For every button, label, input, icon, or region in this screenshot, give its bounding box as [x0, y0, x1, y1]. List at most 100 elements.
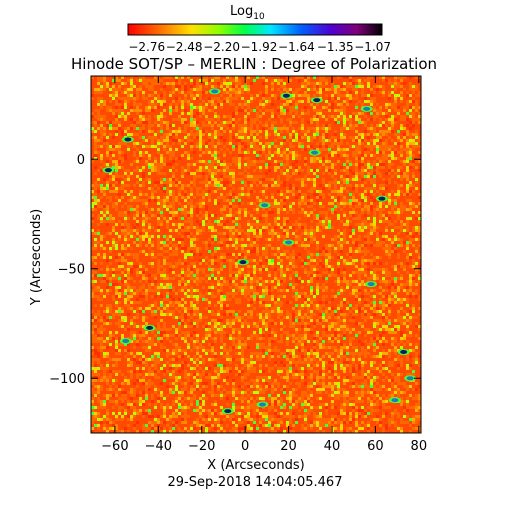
heatmap-cell — [379, 85, 382, 88]
heatmap-cell — [394, 181, 397, 184]
heatmap-cell — [322, 181, 325, 184]
heatmap-cell — [409, 166, 412, 169]
heatmap-cell — [220, 175, 223, 178]
heatmap-cell — [187, 265, 190, 268]
heatmap-cell — [415, 178, 418, 181]
heatmap-cell — [418, 106, 421, 109]
heatmap-cell — [166, 205, 169, 208]
heatmap-cell — [412, 265, 415, 268]
heatmap-cell — [106, 223, 109, 226]
heatmap-cell — [154, 82, 157, 85]
heatmap-cell — [109, 316, 112, 319]
heatmap-cell — [310, 229, 313, 232]
heatmap-cell — [160, 241, 163, 244]
heatmap-cell — [229, 241, 232, 244]
heatmap-cell — [238, 271, 241, 274]
heatmap-cell — [106, 268, 109, 271]
heatmap-cell — [298, 238, 301, 241]
heatmap-cell — [130, 190, 133, 193]
heatmap-cell — [406, 106, 409, 109]
heatmap-cell — [109, 94, 112, 97]
heatmap-cell — [136, 79, 139, 82]
heatmap-cell — [229, 175, 232, 178]
heatmap-cell — [400, 160, 403, 163]
heatmap-cell — [403, 283, 406, 286]
heatmap-cell — [388, 163, 391, 166]
heatmap-cell — [271, 319, 274, 322]
heatmap-cell — [241, 139, 244, 142]
heatmap-cell — [133, 325, 136, 328]
heatmap-cell — [352, 82, 355, 85]
heatmap-cell — [91, 292, 94, 295]
heatmap-cell — [304, 229, 307, 232]
heatmap-cell — [307, 211, 310, 214]
heatmap-cell — [280, 226, 283, 229]
heatmap-cell — [310, 127, 313, 130]
heatmap-cell — [319, 94, 322, 97]
heatmap-cell — [271, 235, 274, 238]
heatmap-cell — [280, 154, 283, 157]
heatmap-cell — [277, 166, 280, 169]
heatmap-cell — [94, 289, 97, 292]
heatmap-cell — [229, 214, 232, 217]
heatmap-cell — [346, 160, 349, 163]
heatmap-cell — [403, 241, 406, 244]
heatmap-cell — [238, 166, 241, 169]
heatmap-cell — [358, 118, 361, 121]
heatmap-cell — [199, 223, 202, 226]
heatmap-cell — [397, 325, 400, 328]
heatmap-cell — [259, 316, 262, 319]
heatmap-cell — [217, 223, 220, 226]
heatmap-cell — [193, 289, 196, 292]
heatmap-cell — [160, 220, 163, 223]
heatmap-cell — [148, 238, 151, 241]
heatmap-cell — [229, 310, 232, 313]
heatmap-cell — [190, 109, 193, 112]
heatmap-cell — [136, 157, 139, 160]
heatmap-cell — [361, 157, 364, 160]
heatmap-cell — [337, 247, 340, 250]
heatmap-cell — [325, 223, 328, 226]
heatmap-cell — [352, 187, 355, 190]
heatmap-cell — [271, 184, 274, 187]
heatmap-cell — [325, 247, 328, 250]
heatmap-cell — [325, 250, 328, 253]
heatmap-cell — [352, 262, 355, 265]
heatmap-cell — [142, 226, 145, 229]
heatmap-cell — [136, 91, 139, 94]
heatmap-cell — [235, 241, 238, 244]
heatmap-cell — [160, 274, 163, 277]
heatmap-cell — [124, 328, 127, 331]
heatmap-cell — [298, 322, 301, 325]
heatmap-cell — [112, 175, 115, 178]
heatmap-cell — [379, 187, 382, 190]
heatmap-cell — [379, 286, 382, 289]
heatmap-cell — [235, 160, 238, 163]
heatmap-cell — [166, 298, 169, 301]
heatmap-cell — [169, 184, 172, 187]
heatmap-cell — [295, 310, 298, 313]
heatmap-cell — [397, 232, 400, 235]
heatmap-cell — [160, 214, 163, 217]
heatmap-cell — [163, 184, 166, 187]
heatmap-cell — [277, 304, 280, 307]
heatmap-cell — [415, 94, 418, 97]
heatmap-cell — [394, 250, 397, 253]
heatmap-cell — [148, 163, 151, 166]
heatmap-cell — [283, 295, 286, 298]
heatmap-cell — [166, 223, 169, 226]
heatmap-cell — [232, 262, 235, 265]
heatmap-cell — [388, 295, 391, 298]
heatmap-cell — [211, 154, 214, 157]
heatmap-cell — [280, 109, 283, 112]
heatmap-cell — [391, 292, 394, 295]
heatmap-cell — [241, 316, 244, 319]
heatmap-cell — [388, 298, 391, 301]
heatmap-cell — [256, 208, 259, 211]
heatmap-cell — [100, 235, 103, 238]
heatmap-cell — [358, 214, 361, 217]
heatmap-cell — [358, 292, 361, 295]
heatmap-cell — [175, 244, 178, 247]
heatmap-cell — [148, 157, 151, 160]
heatmap-cell — [304, 214, 307, 217]
